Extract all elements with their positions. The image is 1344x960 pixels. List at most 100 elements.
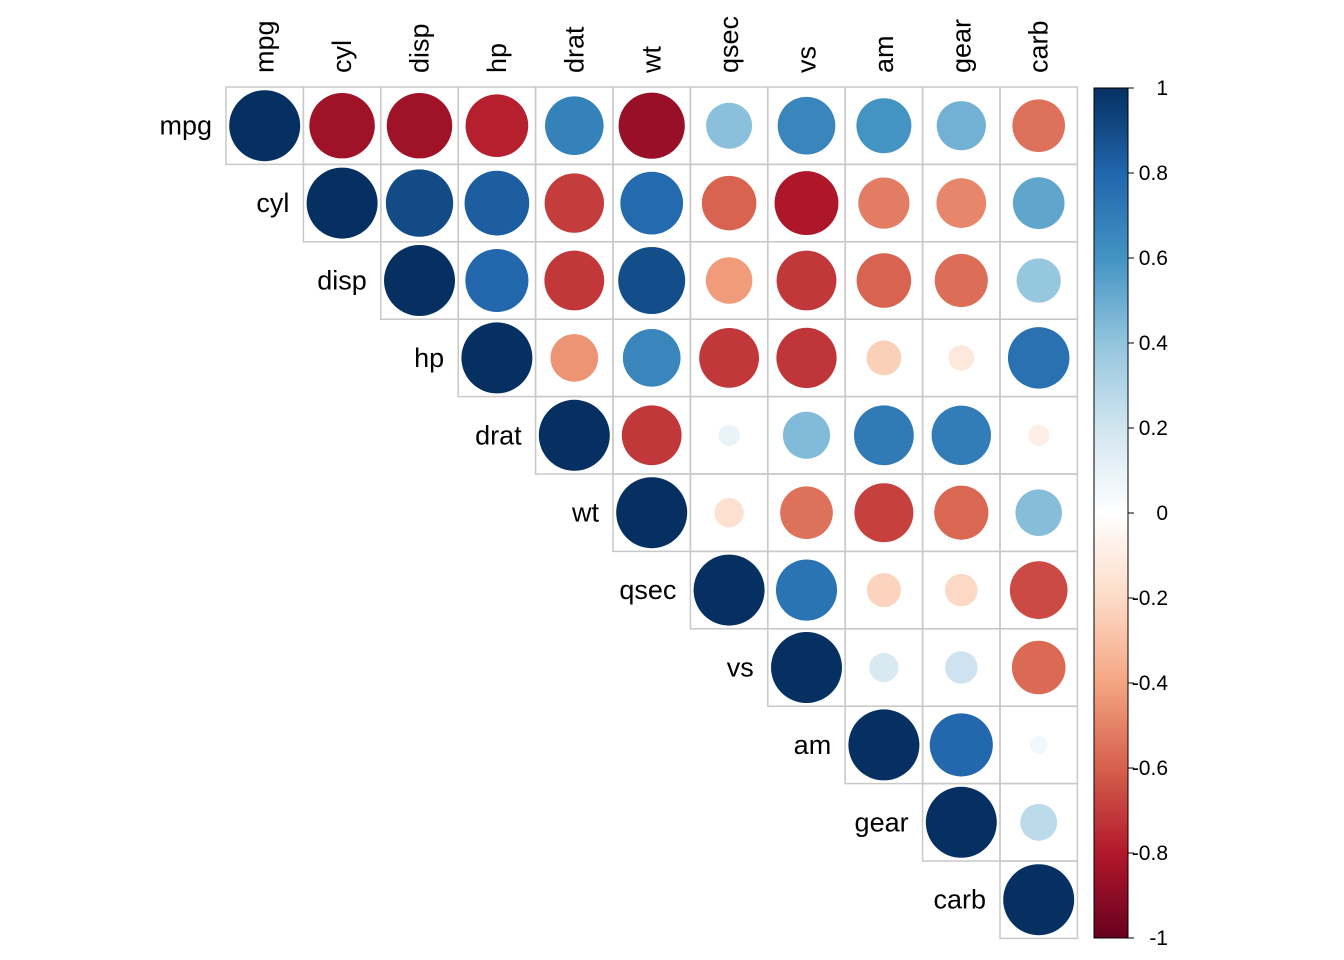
- corr-circle-am-am: [848, 709, 920, 781]
- corr-circle-hp-qsec: [699, 327, 760, 388]
- legend-tick-label: 0.2: [1139, 417, 1168, 440]
- legend-tick-label: 0.6: [1139, 247, 1168, 270]
- corr-circle-wt-gear: [934, 485, 989, 540]
- corr-circle-wt-wt: [616, 477, 688, 549]
- corr-circle-disp-drat: [544, 250, 605, 311]
- row-label-drat: drat: [475, 420, 522, 450]
- color-legend: 1 0.8 0.6 0.4 0.2 0 -0.2 -0.4 -0.6 -0.8 -1: [1093, 77, 1169, 950]
- row-label-am: am: [794, 730, 832, 760]
- column-labels: mpg cyl disp hp drat wt qsec vs am gear carb: [250, 16, 1054, 74]
- grid-cell-carb-carb: [999, 860, 1079, 940]
- corr-circle-disp-disp: [384, 245, 455, 316]
- col-label-drat: drat: [559, 26, 589, 73]
- corr-circle-drat-vs: [782, 411, 831, 459]
- legend-tick-label: -1: [1149, 927, 1168, 950]
- legend-tick-label: 0: [1156, 502, 1168, 525]
- corr-circle-mpg-hp: [465, 94, 529, 158]
- corr-circle-qsec-vs: [775, 559, 838, 621]
- corr-circle-wt-am: [854, 483, 914, 543]
- legend-tick-label: 0.4: [1139, 332, 1169, 355]
- corr-circle-mpg-disp: [386, 92, 453, 159]
- corr-circle-drat-qsec: [718, 424, 740, 446]
- corr-circle-qsec-am: [866, 573, 901, 608]
- row-label-disp: disp: [317, 266, 367, 296]
- corr-circle-vs-gear: [945, 651, 978, 684]
- col-label-am: am: [869, 35, 899, 73]
- row-label-gear: gear: [855, 807, 909, 837]
- corr-circle-mpg-cyl: [309, 92, 375, 159]
- row-label-cyl: cyl: [256, 188, 289, 218]
- row-labels: mpg cyl disp hp drat wt qsec vs am gear carb: [159, 111, 986, 915]
- corr-circle-hp-carb: [1007, 327, 1070, 389]
- col-label-carb: carb: [1024, 20, 1054, 73]
- col-label-disp: disp: [405, 23, 435, 73]
- corr-circle-cyl-hp: [464, 170, 530, 236]
- corr-circle-drat-wt: [621, 405, 682, 466]
- corr-circle-vs-vs: [771, 632, 842, 703]
- corr-circle-disp-carb: [1016, 258, 1061, 303]
- corr-circle-cyl-disp: [385, 169, 454, 237]
- col-label-qsec: qsec: [714, 16, 744, 73]
- corr-circle-hp-vs: [776, 327, 837, 389]
- corr-circle-disp-gear: [934, 253, 988, 308]
- col-label-wt: wt: [637, 46, 667, 74]
- corr-circle-qsec-carb: [1009, 561, 1068, 619]
- legend-tick-label: -0.8: [1132, 842, 1168, 865]
- legend-tick-label: -0.4: [1132, 672, 1169, 695]
- corr-circle-qsec-qsec: [693, 554, 765, 626]
- corr-circle-cyl-gear: [936, 178, 987, 228]
- col-label-gear: gear: [946, 19, 976, 73]
- corr-circle-qsec-gear: [945, 573, 978, 607]
- corr-circle-drat-carb: [1028, 424, 1050, 446]
- corr-circle-carb-carb: [1003, 864, 1075, 936]
- col-label-vs: vs: [792, 46, 822, 73]
- correlation-grid: [225, 86, 1079, 940]
- corr-circle-disp-am: [856, 253, 912, 308]
- row-label-vs: vs: [727, 653, 754, 683]
- corr-circle-hp-hp: [461, 322, 533, 394]
- color-legend-bar: [1093, 87, 1129, 939]
- corr-circle-hp-am: [866, 340, 902, 376]
- corr-circle-cyl-qsec: [701, 175, 757, 231]
- corr-circle-hp-gear: [948, 345, 975, 371]
- corr-circle-drat-drat: [538, 399, 610, 471]
- corr-circle-cyl-carb: [1012, 177, 1065, 229]
- corr-circle-disp-wt: [618, 247, 686, 314]
- legend-tick-label: 1: [1156, 77, 1168, 100]
- corr-circle-drat-gear: [931, 405, 991, 465]
- row-label-mpg: mpg: [159, 111, 212, 141]
- corr-circle-mpg-carb: [1012, 99, 1066, 153]
- corr-circle-mpg-vs: [777, 96, 836, 155]
- correlation-circles: [229, 90, 1075, 936]
- corr-circle-disp-qsec: [705, 257, 753, 304]
- corr-circle-cyl-cyl: [306, 167, 378, 239]
- corr-circle-cyl-am: [858, 177, 910, 229]
- corr-circle-cyl-wt: [620, 171, 684, 235]
- corr-circle-mpg-drat: [545, 96, 604, 155]
- corr-circle-disp-hp: [465, 248, 529, 313]
- corr-circle-gear-carb: [1020, 803, 1058, 841]
- row-label-hp: hp: [414, 343, 444, 373]
- col-label-mpg: mpg: [250, 20, 280, 73]
- corr-circle-mpg-wt: [618, 92, 685, 159]
- corr-circle-mpg-gear: [936, 101, 986, 151]
- corr-circle-wt-qsec: [714, 498, 744, 528]
- legend-tick-label: -0.2: [1132, 587, 1168, 610]
- row-label-carb: carb: [933, 885, 986, 915]
- corr-circle-mpg-qsec: [706, 102, 753, 149]
- legend-tick-label: 0.8: [1139, 162, 1168, 185]
- corr-circle-am-carb: [1030, 736, 1048, 754]
- corr-circle-cyl-drat: [544, 173, 604, 233]
- col-label-cyl: cyl: [327, 40, 357, 73]
- row-label-wt: wt: [571, 498, 599, 528]
- corr-circle-vs-carb: [1011, 640, 1066, 695]
- corr-circle-disp-vs: [776, 250, 837, 311]
- col-label-hp: hp: [482, 43, 512, 73]
- corr-circle-wt-vs: [780, 486, 833, 540]
- legend-tick-label: -0.6: [1132, 757, 1168, 780]
- corr-circle-mpg-mpg: [229, 90, 301, 162]
- corr-circle-hp-wt: [622, 329, 681, 387]
- corr-circle-hp-drat: [550, 334, 599, 382]
- corr-circle-mpg-am: [856, 98, 912, 154]
